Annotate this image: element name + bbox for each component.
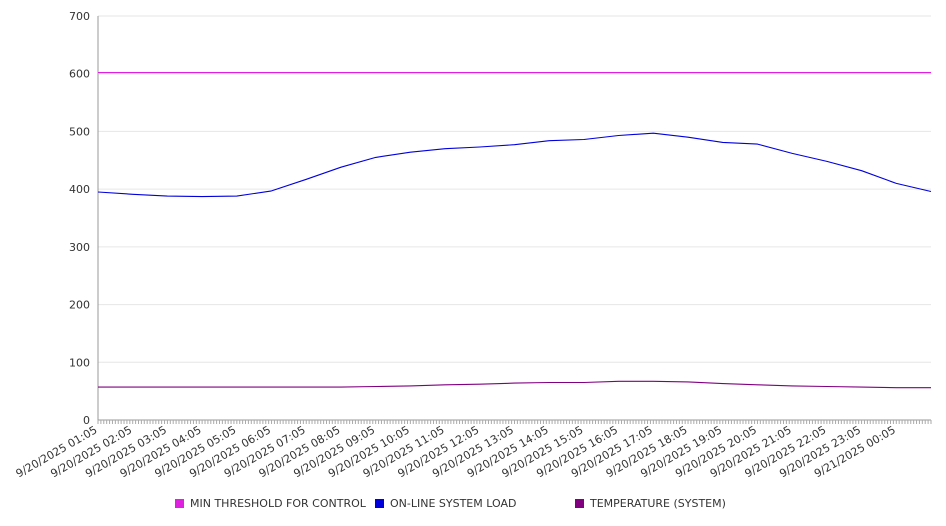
x-axis: 9/20/2025 01:059/20/2025 02:059/20/2025 … — [14, 16, 932, 480]
legend-label-temperature: TEMPERATURE (SYSTEM) — [590, 497, 726, 510]
y-tick-label: 300 — [69, 241, 90, 254]
grid-lines — [98, 15, 931, 421]
plot-area — [97, 72, 932, 389]
legend-item-min-threshold[interactable]: MIN THRESHOLD FOR CONTROL — [175, 497, 366, 510]
series-system-load-line — [97, 132, 932, 198]
y-tick-label: 700 — [69, 10, 90, 23]
legend-label-system-load: ON-LINE SYSTEM LOAD — [390, 497, 517, 510]
y-axis: 0 100 200 300 400 500 600 700 — [69, 10, 90, 427]
y-tick-label: 600 — [69, 68, 90, 81]
legend-label-min-threshold: MIN THRESHOLD FOR CONTROL — [190, 497, 366, 510]
legend-swatch-system-load — [375, 499, 384, 508]
legend-swatch-temperature — [575, 499, 584, 508]
y-tick-label: 200 — [69, 299, 90, 312]
y-tick-label: 0 — [83, 414, 90, 427]
legend-swatch-min-threshold — [175, 499, 184, 508]
y-tick-label: 400 — [69, 183, 90, 196]
legend-item-temperature[interactable]: TEMPERATURE (SYSTEM) — [575, 497, 726, 510]
y-tick-label: 100 — [69, 356, 90, 369]
series-temperature-line — [98, 380, 931, 389]
legend-item-system-load[interactable]: ON-LINE SYSTEM LOAD — [375, 497, 516, 510]
y-tick-label: 500 — [69, 125, 90, 138]
legend: MIN THRESHOLD FOR CONTROL ON-LINE SYSTEM… — [0, 497, 946, 515]
